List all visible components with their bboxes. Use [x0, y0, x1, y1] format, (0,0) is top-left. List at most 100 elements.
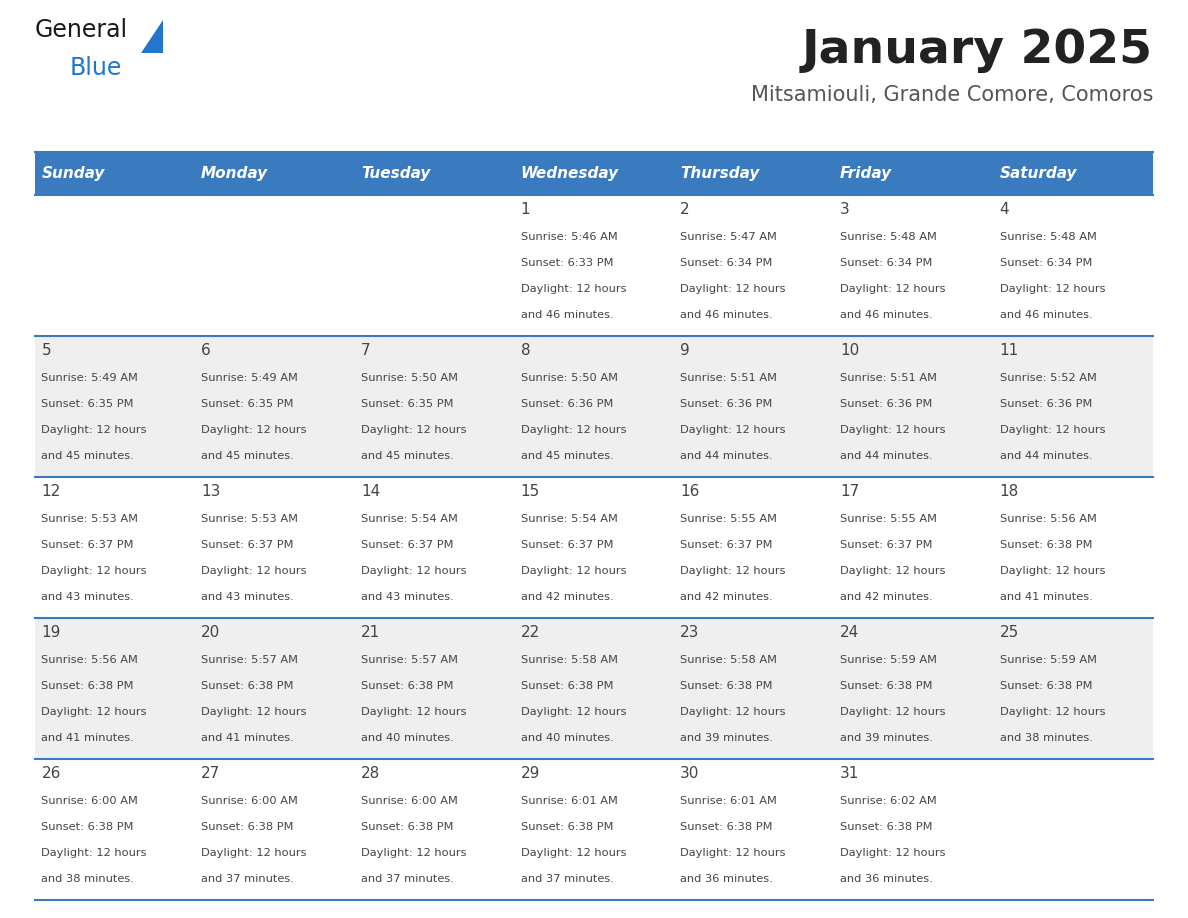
Text: 5: 5 — [42, 343, 51, 358]
Text: Sunrise: 5:48 AM: Sunrise: 5:48 AM — [999, 232, 1097, 242]
Text: 12: 12 — [42, 484, 61, 499]
Bar — [34, 195, 1154, 336]
Text: Sunrise: 5:54 AM: Sunrise: 5:54 AM — [520, 514, 618, 524]
Text: Daylight: 12 hours: Daylight: 12 hours — [201, 848, 307, 858]
Text: and 41 minutes.: and 41 minutes. — [201, 733, 293, 744]
Text: Daylight: 12 hours: Daylight: 12 hours — [42, 707, 147, 717]
Text: Sunset: 6:36 PM: Sunset: 6:36 PM — [999, 399, 1092, 409]
Text: Sunrise: 5:55 AM: Sunrise: 5:55 AM — [840, 514, 937, 524]
Text: Daylight: 12 hours: Daylight: 12 hours — [42, 425, 147, 435]
Text: Daylight: 12 hours: Daylight: 12 hours — [840, 425, 946, 435]
Text: Sunrise: 5:49 AM: Sunrise: 5:49 AM — [201, 373, 298, 383]
Text: Daylight: 12 hours: Daylight: 12 hours — [520, 285, 626, 294]
Text: and 39 minutes.: and 39 minutes. — [840, 733, 933, 744]
Text: Sunset: 6:38 PM: Sunset: 6:38 PM — [42, 681, 134, 691]
Text: Sunset: 6:38 PM: Sunset: 6:38 PM — [361, 681, 454, 691]
Text: January 2025: January 2025 — [802, 28, 1154, 73]
Text: 28: 28 — [361, 766, 380, 781]
Text: Sunrise: 6:01 AM: Sunrise: 6:01 AM — [681, 796, 777, 806]
Text: Sunrise: 5:50 AM: Sunrise: 5:50 AM — [520, 373, 618, 383]
Text: Sunset: 6:36 PM: Sunset: 6:36 PM — [681, 399, 772, 409]
Text: Sunset: 6:35 PM: Sunset: 6:35 PM — [201, 399, 293, 409]
Text: 15: 15 — [520, 484, 539, 499]
Text: Sunrise: 5:59 AM: Sunrise: 5:59 AM — [840, 655, 937, 665]
Text: and 37 minutes.: and 37 minutes. — [361, 874, 454, 884]
Text: Sunrise: 5:57 AM: Sunrise: 5:57 AM — [361, 655, 457, 665]
Text: Sunrise: 5:51 AM: Sunrise: 5:51 AM — [840, 373, 937, 383]
Text: Wednesday: Wednesday — [520, 166, 619, 181]
Text: 21: 21 — [361, 625, 380, 640]
Text: Sunrise: 5:52 AM: Sunrise: 5:52 AM — [999, 373, 1097, 383]
Text: Sunset: 6:38 PM: Sunset: 6:38 PM — [681, 823, 772, 832]
Text: Sunset: 6:36 PM: Sunset: 6:36 PM — [840, 399, 933, 409]
Text: Sunset: 6:38 PM: Sunset: 6:38 PM — [201, 681, 293, 691]
Text: Sunrise: 5:55 AM: Sunrise: 5:55 AM — [681, 514, 777, 524]
Text: Daylight: 12 hours: Daylight: 12 hours — [520, 707, 626, 717]
Text: Sunset: 6:38 PM: Sunset: 6:38 PM — [840, 823, 933, 832]
Text: #1a1a1a: #1a1a1a — [34, 23, 42, 24]
Text: Daylight: 12 hours: Daylight: 12 hours — [361, 425, 467, 435]
Text: 17: 17 — [840, 484, 859, 499]
Text: Daylight: 12 hours: Daylight: 12 hours — [840, 566, 946, 577]
Text: Saturday: Saturday — [999, 166, 1078, 181]
Text: Sunrise: 6:00 AM: Sunrise: 6:00 AM — [201, 796, 298, 806]
Text: Sunset: 6:37 PM: Sunset: 6:37 PM — [681, 540, 772, 550]
Text: 13: 13 — [201, 484, 221, 499]
Text: Sunrise: 5:58 AM: Sunrise: 5:58 AM — [681, 655, 777, 665]
Text: Sunset: 6:33 PM: Sunset: 6:33 PM — [520, 258, 613, 268]
Text: Blue: Blue — [70, 56, 122, 80]
Text: and 36 minutes.: and 36 minutes. — [681, 874, 773, 884]
Text: 24: 24 — [840, 625, 859, 640]
Text: Sunrise: 5:47 AM: Sunrise: 5:47 AM — [681, 232, 777, 242]
Text: Sunrise: 6:00 AM: Sunrise: 6:00 AM — [361, 796, 457, 806]
Text: and 39 minutes.: and 39 minutes. — [681, 733, 773, 744]
Text: Sunrise: 5:48 AM: Sunrise: 5:48 AM — [840, 232, 937, 242]
Text: and 45 minutes.: and 45 minutes. — [520, 452, 613, 461]
Text: Daylight: 12 hours: Daylight: 12 hours — [840, 285, 946, 294]
Text: Sunrise: 6:02 AM: Sunrise: 6:02 AM — [840, 796, 936, 806]
Text: 18: 18 — [999, 484, 1019, 499]
Text: and 44 minutes.: and 44 minutes. — [681, 452, 773, 461]
Text: 1: 1 — [520, 202, 530, 217]
Text: and 43 minutes.: and 43 minutes. — [42, 592, 134, 602]
Text: Sunset: 6:36 PM: Sunset: 6:36 PM — [520, 399, 613, 409]
Text: and 44 minutes.: and 44 minutes. — [999, 452, 1092, 461]
Text: and 43 minutes.: and 43 minutes. — [201, 592, 293, 602]
Text: and 46 minutes.: and 46 minutes. — [681, 310, 773, 320]
Text: Daylight: 12 hours: Daylight: 12 hours — [520, 425, 626, 435]
Text: and 45 minutes.: and 45 minutes. — [361, 452, 454, 461]
Text: Sunset: 6:37 PM: Sunset: 6:37 PM — [361, 540, 454, 550]
Text: 31: 31 — [840, 766, 859, 781]
Text: and 36 minutes.: and 36 minutes. — [840, 874, 933, 884]
Text: 29: 29 — [520, 766, 539, 781]
Bar — [34, 477, 1154, 618]
Text: Mitsamiouli, Grande Comore, Comoros: Mitsamiouli, Grande Comore, Comoros — [751, 85, 1154, 105]
Text: Friday: Friday — [840, 166, 892, 181]
Text: and 37 minutes.: and 37 minutes. — [201, 874, 293, 884]
Text: 27: 27 — [201, 766, 220, 781]
Text: Daylight: 12 hours: Daylight: 12 hours — [681, 707, 785, 717]
Text: Daylight: 12 hours: Daylight: 12 hours — [361, 848, 467, 858]
Text: 3: 3 — [840, 202, 849, 217]
Text: Sunset: 6:37 PM: Sunset: 6:37 PM — [520, 540, 613, 550]
Text: Sunrise: 5:53 AM: Sunrise: 5:53 AM — [201, 514, 298, 524]
Text: Sunset: 6:38 PM: Sunset: 6:38 PM — [520, 823, 613, 832]
Text: Daylight: 12 hours: Daylight: 12 hours — [681, 285, 785, 294]
Text: Monday: Monday — [201, 166, 268, 181]
Text: and 41 minutes.: and 41 minutes. — [999, 592, 1093, 602]
Text: Sunset: 6:37 PM: Sunset: 6:37 PM — [840, 540, 933, 550]
Text: 23: 23 — [681, 625, 700, 640]
Text: Sunrise: 5:57 AM: Sunrise: 5:57 AM — [201, 655, 298, 665]
Text: Sunset: 6:35 PM: Sunset: 6:35 PM — [361, 399, 454, 409]
Text: 2: 2 — [681, 202, 690, 217]
Text: Thursday: Thursday — [681, 166, 759, 181]
Text: and 43 minutes.: and 43 minutes. — [361, 592, 454, 602]
Text: Sunset: 6:35 PM: Sunset: 6:35 PM — [42, 399, 134, 409]
Text: Daylight: 12 hours: Daylight: 12 hours — [999, 707, 1105, 717]
Text: 26: 26 — [42, 766, 61, 781]
Text: and 45 minutes.: and 45 minutes. — [42, 452, 134, 461]
Text: and 44 minutes.: and 44 minutes. — [840, 452, 933, 461]
Bar — [34, 618, 1154, 759]
Text: 20: 20 — [201, 625, 220, 640]
Text: Sunrise: 5:56 AM: Sunrise: 5:56 AM — [42, 655, 138, 665]
